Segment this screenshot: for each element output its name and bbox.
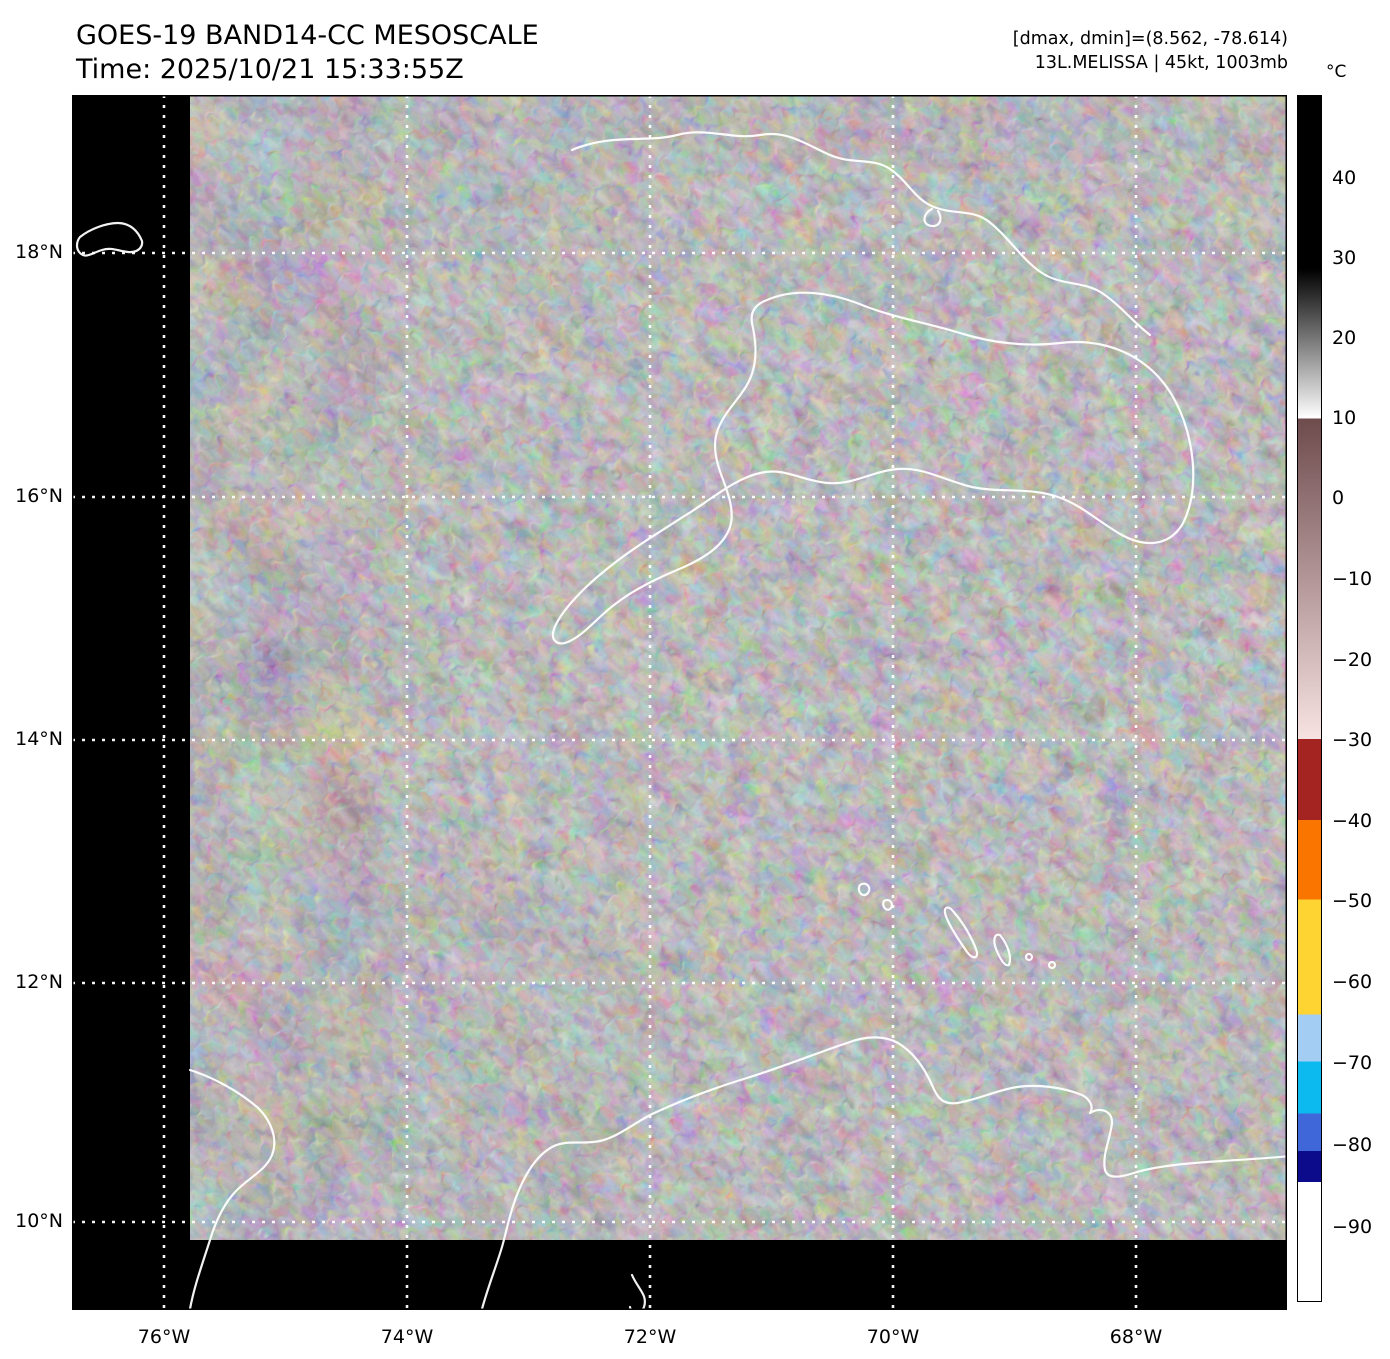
lat-label: 12°N	[15, 971, 63, 993]
lon-label: 72°W	[623, 1326, 677, 1348]
colorbar-tick-label: −60	[1332, 971, 1373, 993]
colorbar-tick-label: −90	[1332, 1216, 1373, 1238]
colorbar-tick-label: −50	[1332, 890, 1373, 912]
page-title: GOES-19 BAND14-CC MESOSCALE	[76, 20, 539, 51]
satellite-map-svg	[72, 95, 1287, 1310]
map-border	[72, 95, 1287, 1310]
lat-label: 16°N	[15, 485, 63, 507]
coastline-river-squiggle	[628, 1273, 646, 1310]
coastline-colombia	[480, 1113, 652, 1310]
island-small-cay	[882, 899, 893, 911]
colorbar-tick-label: −80	[1332, 1134, 1373, 1156]
colorbar-tick-label: 20	[1332, 327, 1357, 349]
coastline-hispaniola	[551, 291, 1195, 645]
colorbar-tick-label: 10	[1332, 407, 1357, 429]
coastlines	[75, 131, 1287, 1310]
lat-label: 18°N	[15, 241, 63, 263]
coastline-venezuela	[648, 1036, 1287, 1178]
map-canvas: Copyright © 2020-2025 Dapiya	[72, 95, 1287, 1310]
colorbar-tick-label: −70	[1332, 1052, 1373, 1074]
coastline-guajira	[188, 1068, 276, 1310]
colorbar-unit-label: °C	[1326, 62, 1347, 82]
dmax-dmin-readout: [dmax, dmin]=(8.562, -78.614)	[1012, 29, 1288, 49]
lon-label: 68°W	[1109, 1326, 1163, 1348]
colorbar-tick-label: −10	[1332, 568, 1373, 590]
colorbar-tick-label: 0	[1332, 487, 1345, 509]
colorbar-tick-label: 30	[1332, 247, 1357, 269]
lat-label: 14°N	[15, 728, 63, 750]
colorbar-tick-label: −40	[1332, 810, 1373, 832]
island-curacao	[943, 906, 979, 959]
lon-label: 76°W	[137, 1326, 191, 1348]
colorbar-tick-label: −20	[1332, 649, 1373, 671]
island-islet-2	[1047, 960, 1057, 970]
timestamp: Time: 2025/10/21 15:33:55Z	[76, 54, 464, 85]
coastline-cuba	[570, 131, 1152, 337]
coastline-jamaica	[75, 221, 144, 257]
colorbar	[1297, 95, 1322, 1302]
lon-label: 74°W	[380, 1326, 434, 1348]
cloud-grain-texture	[190, 95, 1287, 1240]
island-islet-1	[1024, 952, 1034, 962]
satellite-imagery	[190, 95, 1287, 1240]
colorbar-tick-label: −30	[1332, 729, 1373, 751]
colorbar-tick-label: 40	[1332, 167, 1357, 189]
gridlines	[72, 95, 1287, 1310]
island-bonaire	[993, 933, 1012, 967]
island-aruba	[857, 882, 871, 897]
lat-label: 10°N	[15, 1210, 63, 1232]
storm-info: 13L.MELISSA | 45kt, 1003mb	[1034, 53, 1288, 73]
coastline-cuba-bay	[923, 207, 942, 228]
lon-label: 70°W	[866, 1326, 920, 1348]
